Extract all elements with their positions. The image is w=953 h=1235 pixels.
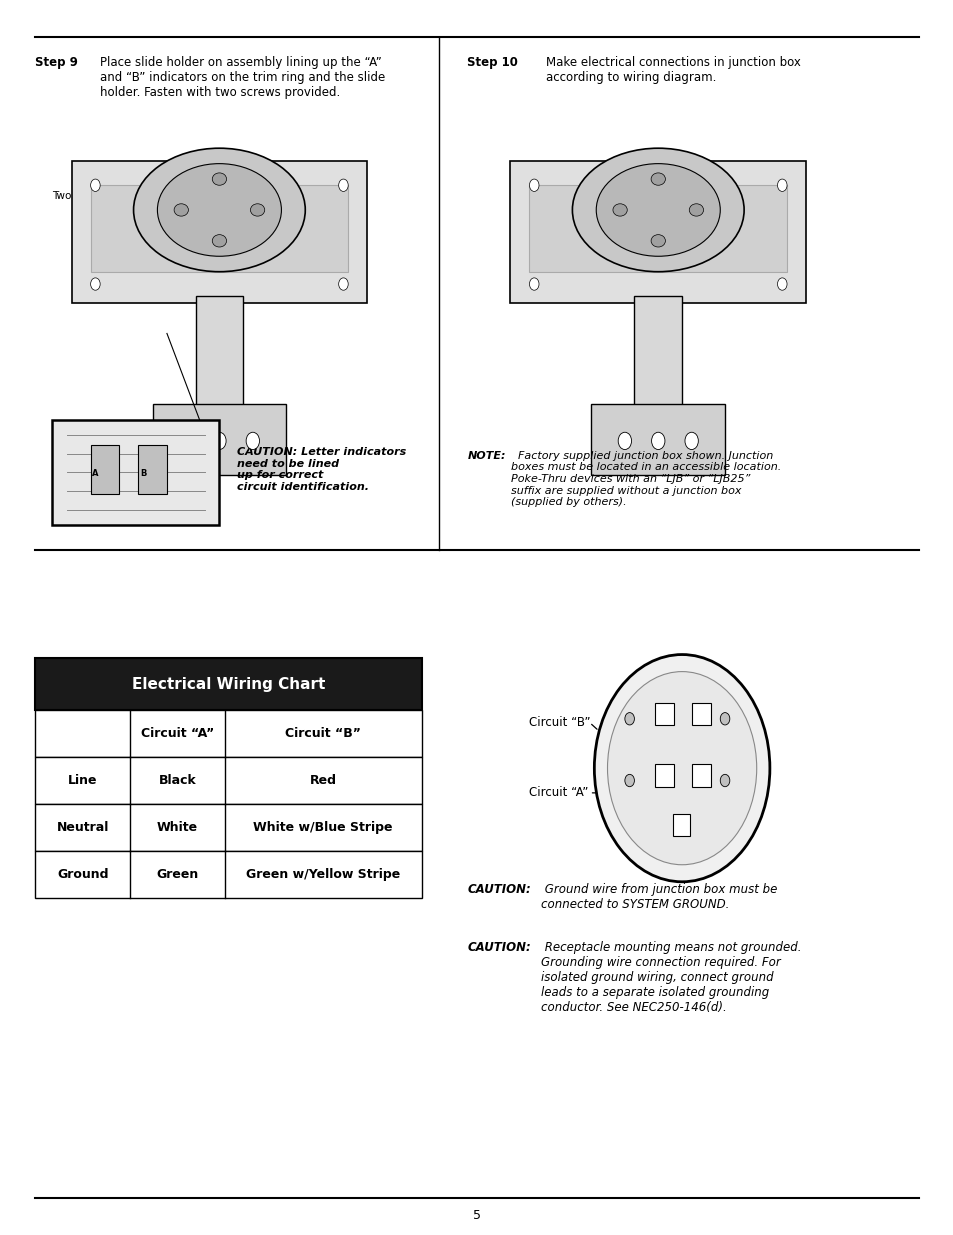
Bar — [35, 757, 421, 804]
Ellipse shape — [173, 204, 189, 216]
Text: CAUTION:: CAUTION: — [467, 883, 531, 897]
Text: Black: Black — [158, 774, 196, 787]
Text: Make electrical connections in junction box
according to wiring diagram.: Make electrical connections in junction … — [545, 56, 800, 84]
Ellipse shape — [688, 204, 702, 216]
Text: Circuit “B”: Circuit “B” — [529, 716, 590, 729]
Bar — [91, 445, 119, 494]
Ellipse shape — [250, 204, 264, 216]
FancyBboxPatch shape — [529, 185, 786, 272]
Ellipse shape — [572, 148, 743, 272]
Text: Line: Line — [68, 774, 97, 787]
Text: CAUTION: Letter indicators
need to be lined
up for correct
circuit identificatio: CAUTION: Letter indicators need to be li… — [236, 447, 405, 492]
Bar — [35, 804, 421, 851]
Bar — [691, 703, 710, 725]
Ellipse shape — [212, 235, 227, 247]
Ellipse shape — [91, 179, 100, 191]
Text: CAUTION:: CAUTION: — [467, 941, 531, 955]
Ellipse shape — [91, 278, 100, 290]
Ellipse shape — [212, 173, 227, 185]
Bar — [655, 703, 674, 725]
Bar — [691, 764, 710, 787]
Ellipse shape — [651, 432, 664, 450]
Text: White: White — [156, 821, 197, 834]
Text: B: B — [140, 468, 146, 478]
Text: Circuit “A”: Circuit “A” — [529, 787, 588, 799]
Ellipse shape — [213, 432, 226, 450]
Text: Ground wire from junction box must be
connected to SYSTEM GROUND.: Ground wire from junction box must be co… — [540, 883, 777, 911]
Text: Red: Red — [310, 774, 336, 787]
Text: Green w/Yellow Stripe: Green w/Yellow Stripe — [246, 868, 400, 881]
Ellipse shape — [246, 432, 259, 450]
Ellipse shape — [529, 278, 538, 290]
Ellipse shape — [624, 774, 634, 787]
Text: Receptacle mounting means not grounded.
Grounding wire connection required. For
: Receptacle mounting means not grounded. … — [540, 941, 801, 1014]
Text: Neutral: Neutral — [56, 821, 109, 834]
Ellipse shape — [529, 179, 538, 191]
FancyBboxPatch shape — [91, 185, 348, 272]
Ellipse shape — [607, 672, 756, 864]
Ellipse shape — [720, 713, 729, 725]
Ellipse shape — [684, 432, 698, 450]
Text: Place slide holder on assembly lining up the “A”
and “B” indicators on the trim : Place slide holder on assembly lining up… — [100, 56, 385, 99]
Ellipse shape — [179, 432, 193, 450]
Ellipse shape — [650, 235, 664, 247]
Text: A: A — [92, 468, 98, 478]
Ellipse shape — [596, 164, 720, 257]
Text: Circuit “A”: Circuit “A” — [140, 727, 213, 740]
Ellipse shape — [777, 278, 786, 290]
Bar — [52, 420, 219, 525]
Ellipse shape — [777, 179, 786, 191]
Text: 5: 5 — [473, 1209, 480, 1221]
Ellipse shape — [612, 204, 626, 216]
Ellipse shape — [338, 278, 348, 290]
Ellipse shape — [133, 148, 305, 272]
Text: NOTE:: NOTE: — [467, 451, 505, 461]
Ellipse shape — [338, 179, 348, 191]
Bar — [35, 710, 421, 757]
Ellipse shape — [624, 713, 634, 725]
FancyBboxPatch shape — [71, 161, 367, 303]
Ellipse shape — [157, 164, 281, 257]
Bar — [152, 404, 286, 475]
Bar — [655, 764, 674, 787]
Text: Two Screws Provided: Two Screws Provided — [52, 191, 160, 201]
Text: White w/Blue Stripe: White w/Blue Stripe — [253, 821, 393, 834]
Text: Electrical Wiring Chart: Electrical Wiring Chart — [132, 677, 325, 692]
Bar — [634, 296, 681, 408]
Text: Ground: Ground — [57, 868, 109, 881]
Text: Circuit “B”: Circuit “B” — [285, 727, 360, 740]
Bar — [591, 404, 724, 475]
Ellipse shape — [650, 173, 664, 185]
FancyBboxPatch shape — [510, 161, 805, 303]
Text: Factory supplied junction box shown. Junction
boxes must be located in an access: Factory supplied junction box shown. Jun… — [511, 451, 781, 508]
Text: Step 10: Step 10 — [467, 56, 517, 69]
Ellipse shape — [618, 432, 631, 450]
Ellipse shape — [594, 655, 769, 882]
Bar — [35, 658, 421, 710]
Bar — [138, 445, 167, 494]
Text: Green: Green — [156, 868, 198, 881]
Text: Step 9: Step 9 — [35, 56, 78, 69]
Ellipse shape — [720, 774, 729, 787]
Bar — [672, 814, 689, 836]
Bar — [195, 296, 243, 408]
Bar — [35, 851, 421, 898]
